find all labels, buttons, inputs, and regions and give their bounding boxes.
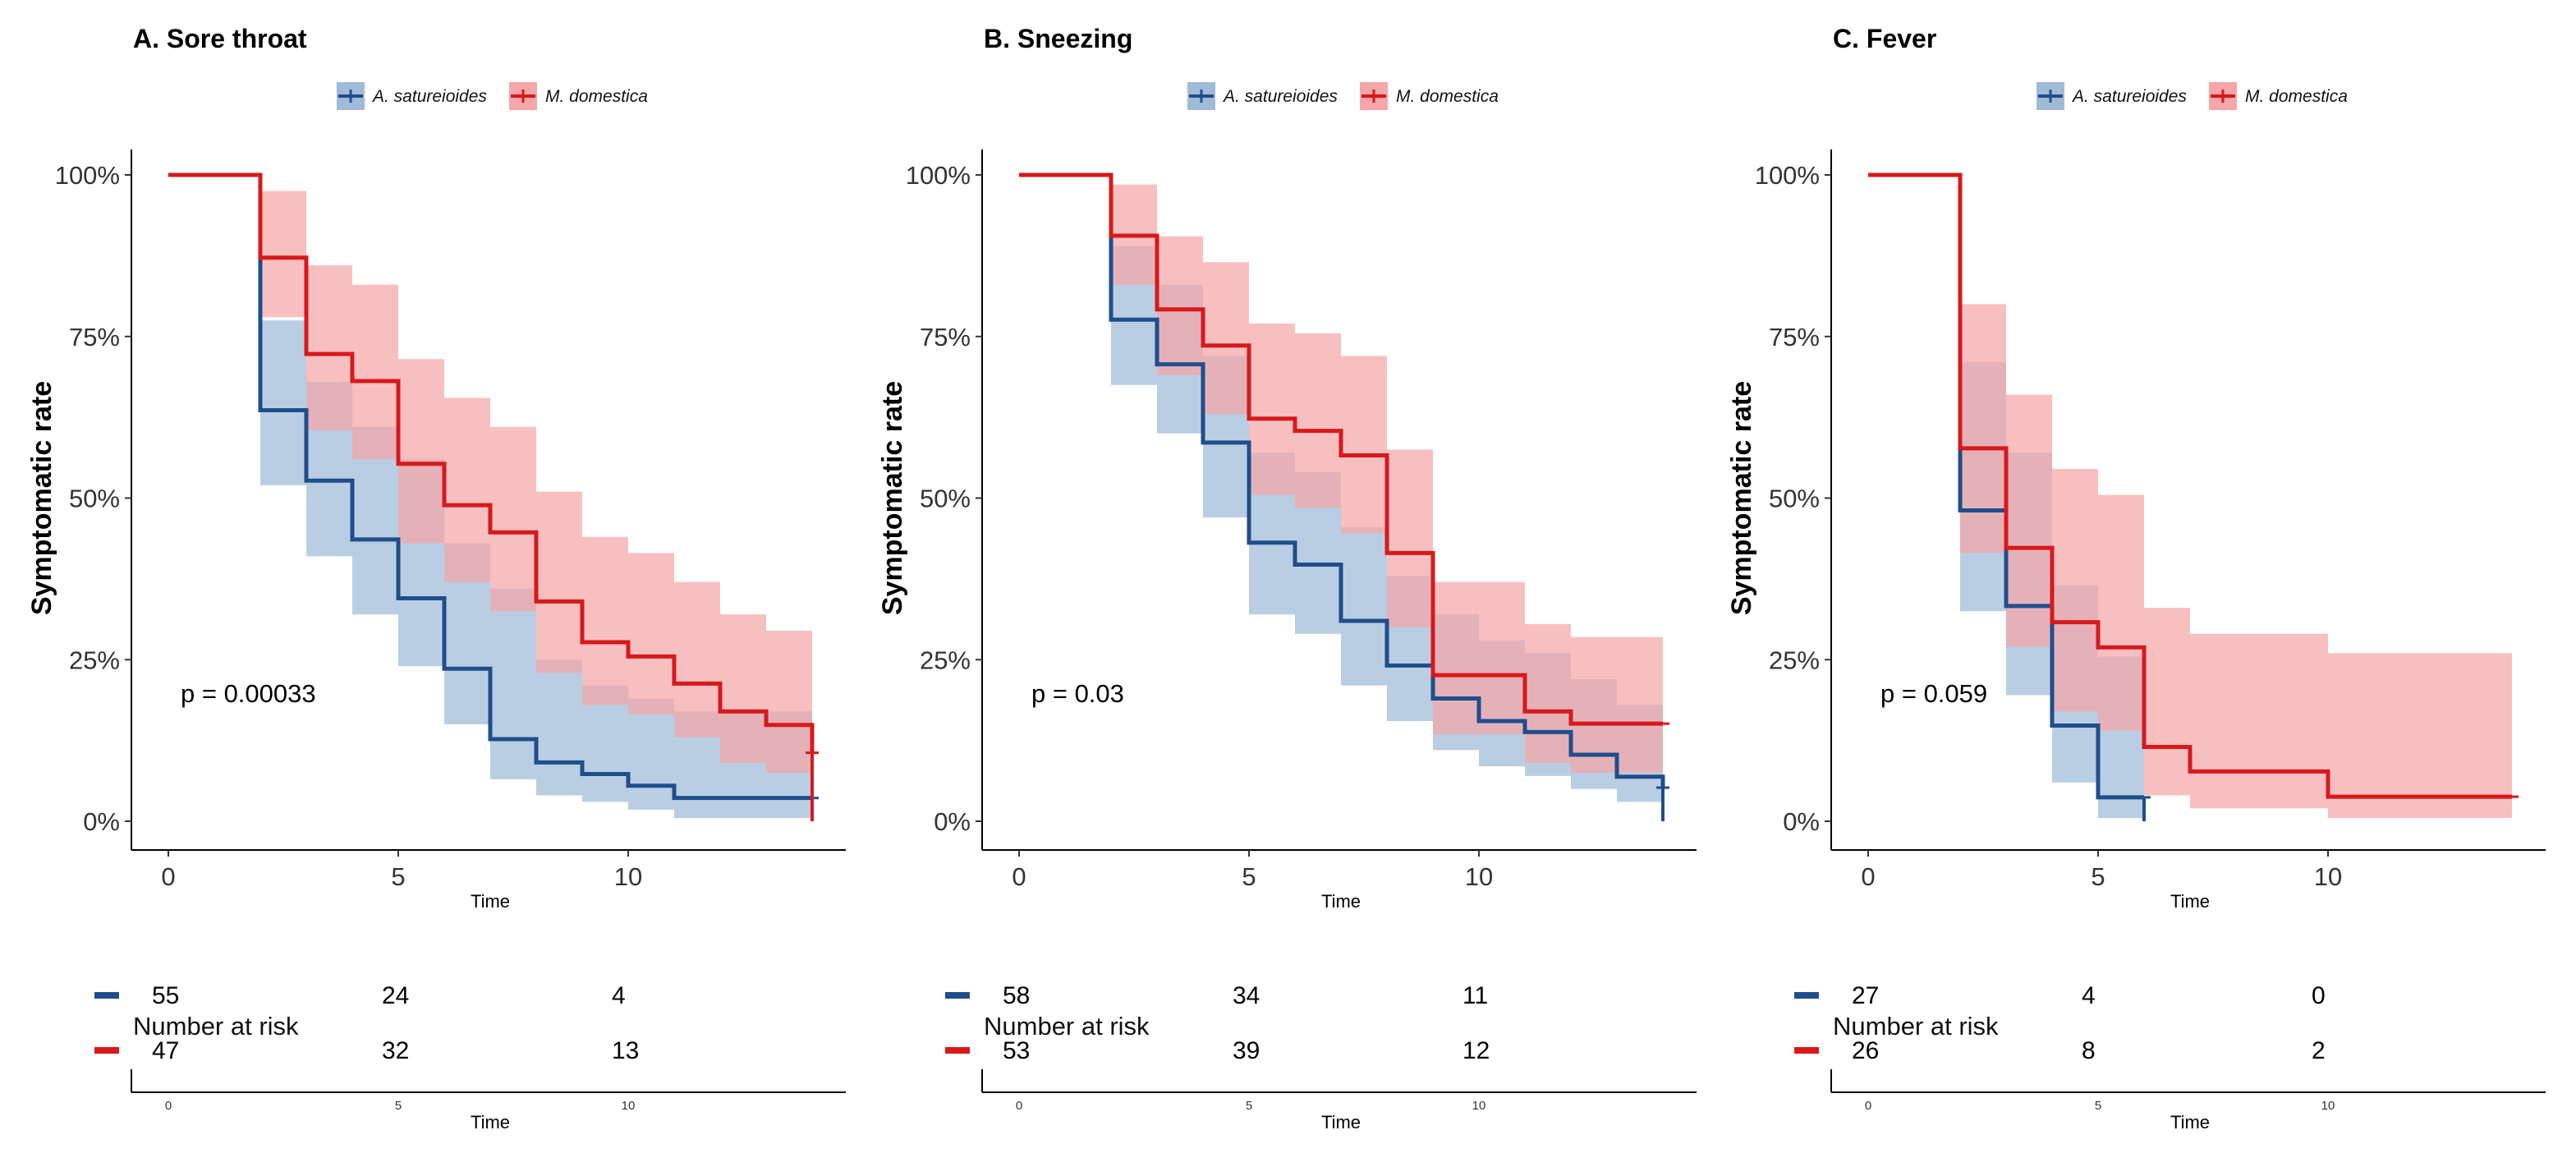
x-tick-label: 5 — [1242, 862, 1256, 891]
risk-tick-label: 10 — [1472, 1099, 1486, 1113]
y-tick-label: 100% — [906, 161, 971, 190]
risk-table-title: Number at risk — [984, 1012, 1150, 1041]
x-axis-title: Time — [1321, 891, 1361, 912]
legend-label: A. satureioides — [2071, 87, 2187, 106]
p-value: p = 0.059 — [1880, 679, 1987, 708]
ci-band — [1019, 175, 1663, 773]
y-tick-label: 25% — [920, 646, 971, 674]
risk-tick-label: 5 — [395, 1099, 402, 1113]
x-axis-title: Time — [2170, 891, 2210, 912]
panel-title: A. Sore throat — [133, 24, 307, 53]
x-tick-label: 5 — [2091, 862, 2105, 891]
legend-label: M. domestica — [545, 87, 648, 106]
x-tick-label: 0 — [161, 862, 175, 891]
y-tick-label: 50% — [1769, 485, 1820, 513]
risk-count: 34 — [1233, 982, 1260, 1009]
panel-title: C. Fever — [1833, 24, 1936, 53]
km-panel: C. Fever A. satureioides M. domestica 0% 25%… — [1726, 24, 2546, 1133]
y-tick-label: 50% — [69, 485, 120, 513]
survival-line — [168, 172, 815, 753]
risk-count: 58 — [1003, 982, 1030, 1009]
risk-count: 12 — [1462, 1037, 1490, 1064]
km-panel: A. Sore throat A. satureioides M. domestic… — [26, 24, 846, 1133]
x-tick-label: 5 — [391, 862, 405, 891]
ci-band — [1868, 175, 2512, 819]
risk-count: 39 — [1233, 1037, 1260, 1064]
y-tick-label: 50% — [920, 485, 971, 513]
p-value: p = 0.03 — [1031, 679, 1124, 708]
y-tick-label: 0% — [83, 807, 120, 836]
risk-count: 4 — [2082, 982, 2096, 1009]
risk-count: 11 — [1462, 982, 1488, 1009]
y-tick-label: 0% — [1783, 807, 1820, 836]
y-axis-title: Symptomatic rate — [877, 381, 908, 615]
risk-x-axis-title: Time — [471, 1112, 510, 1133]
legend-label: A. satureioides — [1222, 87, 1338, 106]
panel-title: B. Sneezing — [984, 24, 1132, 53]
risk-count: 26 — [1852, 1037, 1879, 1064]
y-tick-label: 100% — [1755, 161, 1820, 190]
y-tick-label: 75% — [920, 323, 971, 351]
y-tick-label: 25% — [1769, 646, 1820, 674]
y-tick-label: 75% — [1769, 323, 1820, 351]
risk-count: 47 — [152, 1037, 179, 1064]
risk-count: 32 — [382, 1037, 409, 1064]
risk-count: 55 — [152, 982, 179, 1009]
legend-label: A. satureioides — [371, 87, 487, 106]
risk-count: 53 — [1003, 1037, 1030, 1064]
km-panel: B. Sneezing A. satureioides M. domestica 0%… — [877, 24, 1697, 1133]
y-axis-title: Symptomatic rate — [26, 381, 57, 615]
risk-count: 27 — [1852, 982, 1879, 1009]
y-tick-label: 25% — [69, 646, 120, 674]
risk-count: 24 — [382, 982, 409, 1009]
x-tick-label: 0 — [1012, 862, 1026, 891]
risk-tick-label: 10 — [2321, 1099, 2335, 1113]
survival-line — [168, 172, 812, 801]
x-tick-label: 10 — [2314, 862, 2342, 891]
risk-tick-label: 0 — [1865, 1099, 1871, 1113]
p-value: p = 0.00033 — [181, 679, 316, 708]
ci-band — [168, 175, 812, 796]
risk-count: 8 — [2082, 1037, 2096, 1064]
y-axis-title: Symptomatic rate — [1726, 381, 1757, 615]
y-tick-label: 100% — [55, 161, 120, 190]
risk-table-title: Number at risk — [1833, 1012, 1999, 1041]
x-tick-label: 10 — [1465, 862, 1493, 891]
risk-count: 2 — [2312, 1037, 2326, 1064]
risk-tick-label: 5 — [2095, 1099, 2101, 1113]
risk-tick-label: 5 — [1246, 1099, 1252, 1113]
risk-x-axis-title: Time — [2170, 1112, 2210, 1133]
x-tick-label: 10 — [614, 862, 642, 891]
risk-count: 4 — [612, 982, 626, 1009]
survival-line — [1019, 172, 1665, 788]
risk-tick-label: 0 — [165, 1099, 172, 1113]
risk-count: 0 — [2312, 982, 2326, 1009]
x-tick-label: 0 — [1861, 862, 1875, 891]
survival-line — [1019, 172, 1663, 726]
x-axis-title: Time — [471, 891, 510, 912]
risk-table-title: Number at risk — [133, 1012, 299, 1041]
legend-label: M. domestica — [1396, 87, 1499, 106]
risk-tick-label: 10 — [622, 1099, 636, 1113]
risk-count: 13 — [612, 1037, 639, 1064]
legend-label: M. domestica — [2245, 87, 2348, 106]
survival-line — [1868, 172, 2512, 799]
risk-x-axis-title: Time — [1321, 1112, 1361, 1133]
y-tick-label: 0% — [934, 807, 971, 836]
y-tick-label: 75% — [69, 323, 120, 351]
risk-tick-label: 0 — [1016, 1099, 1022, 1113]
